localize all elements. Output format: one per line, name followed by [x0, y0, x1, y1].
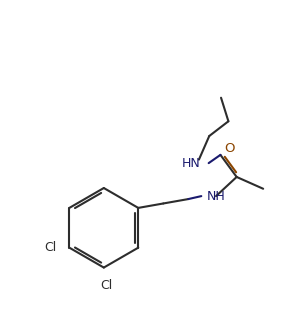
- Text: NH: NH: [207, 190, 225, 203]
- Text: Cl: Cl: [101, 279, 113, 292]
- Text: Cl: Cl: [44, 241, 56, 254]
- Text: O: O: [225, 142, 235, 155]
- Text: HN: HN: [182, 157, 200, 170]
